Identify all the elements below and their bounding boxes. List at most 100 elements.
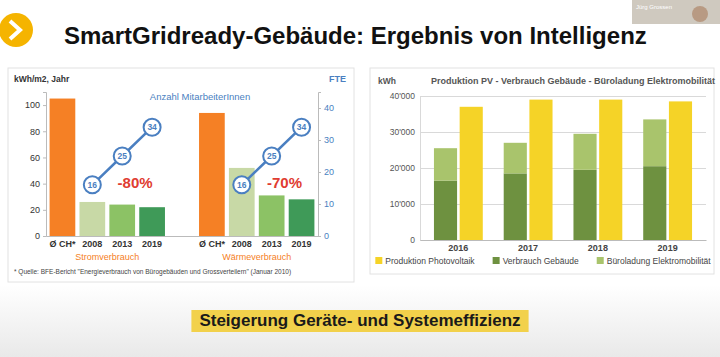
bar [199, 113, 225, 236]
y-axis: 020406080100 [25, 93, 47, 242]
tick-label: 60 [30, 153, 40, 163]
tick-label: 20 [30, 205, 40, 215]
marker [114, 148, 131, 165]
series-label: Anzahl MitarbeiterInnen [150, 91, 250, 102]
bar [643, 119, 666, 166]
tick-label: 0 [324, 231, 329, 241]
tick-line [43, 105, 46, 106]
chart-left: 020406080100010203040Ø CH*200820132019Ø … [8, 68, 354, 282]
tick: 2008 [82, 236, 102, 249]
webcam-person [692, 6, 708, 22]
tick-line [420, 240, 706, 241]
bar [109, 205, 135, 236]
tick-line [43, 157, 46, 158]
tick: 0 [318, 231, 329, 241]
y-axis: 010'00020'00030'00040'000 [390, 91, 706, 245]
bar [529, 100, 552, 240]
tick-line [43, 210, 46, 211]
tick-label: 2016 [448, 243, 468, 253]
tick: 2017 [518, 240, 538, 253]
tick-line [420, 96, 706, 97]
tick-label: 0 [35, 231, 40, 241]
tick-label: 30 [324, 135, 334, 145]
tick-label: 80 [30, 127, 40, 137]
tick: 20 [30, 205, 46, 215]
tick-label: 2019 [142, 239, 162, 249]
legend-label: Produktion Photovoltaik [385, 256, 475, 266]
bar [259, 195, 285, 236]
presenter-name: Jürg Grossen [636, 4, 672, 10]
tick-label: 20'000 [390, 163, 416, 173]
x-axis: Ø CH* 2008 2013 2019 Ø CH* 2008 2013 2019 [47, 236, 319, 249]
footer-band [0, 285, 720, 357]
chart-right: 010'00020'00030'00040'000201620172018201… [370, 68, 715, 274]
tick: Ø CH* [49, 236, 76, 249]
legend-label: Verbrauch Gebäude [503, 256, 579, 266]
group-label: Stromverbrauch [75, 252, 139, 262]
legend-item: Verbrauch Gebäude [493, 256, 579, 266]
webcam [632, 0, 720, 24]
marker [263, 148, 280, 165]
tick: 60 [30, 153, 46, 163]
tick-label: 40'000 [390, 91, 416, 101]
tick: 2008 [232, 236, 252, 249]
tick-label: 2018 [588, 243, 608, 253]
footer-text: Steigerung Geräte- und Systemeffizienz [199, 311, 520, 330]
tick-line [318, 204, 321, 205]
tick-label: 2019 [292, 239, 312, 249]
legend-item: Büroladung Elektromobilität [597, 256, 712, 266]
tick-line [318, 172, 321, 173]
chart-panel [370, 68, 714, 274]
legend-swatch [493, 257, 500, 264]
tick: 100 [25, 100, 46, 110]
y-axis-title: kWh [378, 76, 396, 86]
tick-label: 10'000 [390, 199, 416, 209]
tick-label: 40 [324, 103, 334, 113]
tick: 2013 [262, 236, 282, 249]
axis-line [47, 236, 319, 237]
bar [643, 166, 666, 240]
tick-label: Ø CH* [199, 239, 226, 249]
logo-chevron [10, 21, 20, 39]
annotation: -70% [267, 174, 302, 191]
axis-line [43, 93, 47, 237]
bar [79, 202, 105, 236]
bar [460, 107, 483, 240]
legend-item: Produktion Photovoltaik [375, 256, 475, 266]
tick: 2013 [112, 236, 132, 249]
legend-swatch [597, 257, 604, 264]
tick-line [43, 131, 46, 132]
bar [434, 181, 457, 240]
bar [573, 134, 596, 170]
tick-label: 100 [25, 100, 40, 110]
bar [669, 101, 692, 240]
tick-line [43, 184, 46, 185]
tick-label: 2008 [232, 239, 252, 249]
chart-title: Produktion PV - Verbrauch Gebäude - Büro… [431, 76, 715, 86]
tick: 10 [318, 199, 334, 209]
tick: 2016 [448, 240, 468, 253]
tick: 2018 [588, 240, 608, 253]
footer-highlight [191, 310, 528, 332]
plot-marks [434, 100, 692, 240]
bar [599, 100, 622, 240]
marker [144, 119, 161, 136]
tick-label: 20 [324, 167, 334, 177]
bar [50, 99, 76, 236]
tick-label: 2017 [518, 243, 538, 253]
data-label: 16 [88, 180, 98, 190]
axis-line [421, 240, 707, 241]
bar [229, 168, 255, 236]
tick: 20 [318, 167, 334, 177]
tick: 0 [35, 231, 46, 241]
axis-line [421, 97, 707, 241]
data-label: 34 [147, 122, 157, 132]
tick-line [43, 236, 46, 237]
slide: SmartGridready-Gebäude: Ergebnis von Int… [0, 0, 720, 357]
plot-marks [50, 99, 315, 236]
tick-label: 30'000 [390, 127, 416, 137]
tick: 2019 [658, 240, 678, 253]
tick: 2019 [292, 236, 312, 249]
chart-panel [8, 68, 354, 282]
data-label: 25 [267, 151, 277, 161]
